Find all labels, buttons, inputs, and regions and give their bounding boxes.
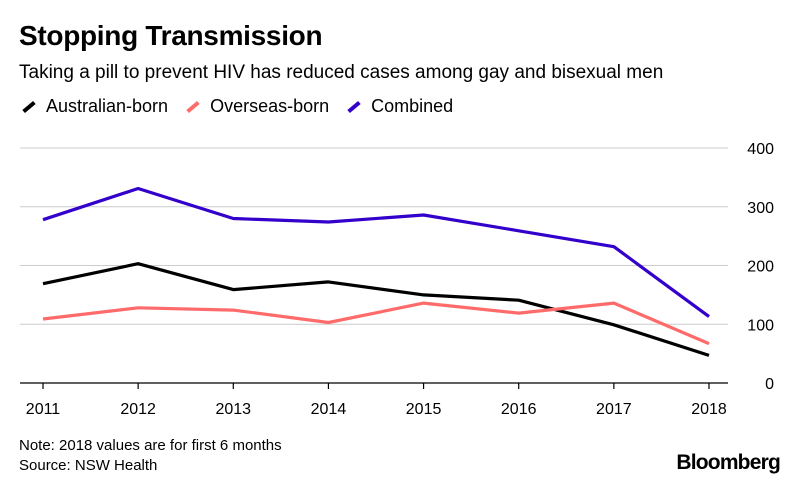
legend-item-overseas-born: Overseas-born: [186, 96, 329, 117]
x-tick-label-2014: 2014: [311, 401, 347, 418]
y-tick-label-400: 400: [747, 141, 774, 158]
series-line-australian-born: [42, 262, 710, 357]
note-text: Note: 2018 values are for first 6 months: [19, 437, 282, 454]
series-line-combined: [42, 186, 710, 318]
legend-item-combined: Combined: [347, 96, 453, 117]
legend-label-overseas-born: Overseas-born: [210, 96, 330, 116]
x-tick-label-2016: 2016: [501, 401, 537, 418]
y-tick-label-300: 300: [747, 200, 774, 217]
x-tick-label-2011: 2011: [26, 401, 61, 418]
x-tick-label-2015: 2015: [406, 401, 442, 418]
chart-title: Stopping Transmission: [19, 20, 323, 51]
x-tick-label-2018: 2018: [691, 401, 727, 418]
series-line-overseas-born: [42, 301, 710, 346]
x-tick-label-2017: 2017: [596, 401, 632, 418]
legend-item-australian-born: Australian-born: [22, 96, 168, 117]
chart-subtitle: Taking a pill to prevent HIV has reduced…: [19, 62, 664, 83]
footnote: Note: 2018 values are for first 6 months…: [19, 436, 282, 476]
source-text: Source: NSW Health: [19, 457, 158, 474]
legend-label-australian-born: Australian-born: [46, 96, 169, 116]
legend-label-combined: Combined: [371, 96, 454, 116]
y-tick-label-0: 0: [765, 376, 774, 393]
x-tick-label-2013: 2013: [215, 401, 251, 418]
y-tick-label-200: 200: [747, 259, 774, 276]
x-tick-label-2012: 2012: [120, 401, 156, 418]
y-tick-label-100: 100: [747, 317, 774, 334]
bloomberg-logo: Bloomberg: [676, 451, 780, 474]
legend: Australian-born Overseas-born Combined: [22, 96, 471, 117]
